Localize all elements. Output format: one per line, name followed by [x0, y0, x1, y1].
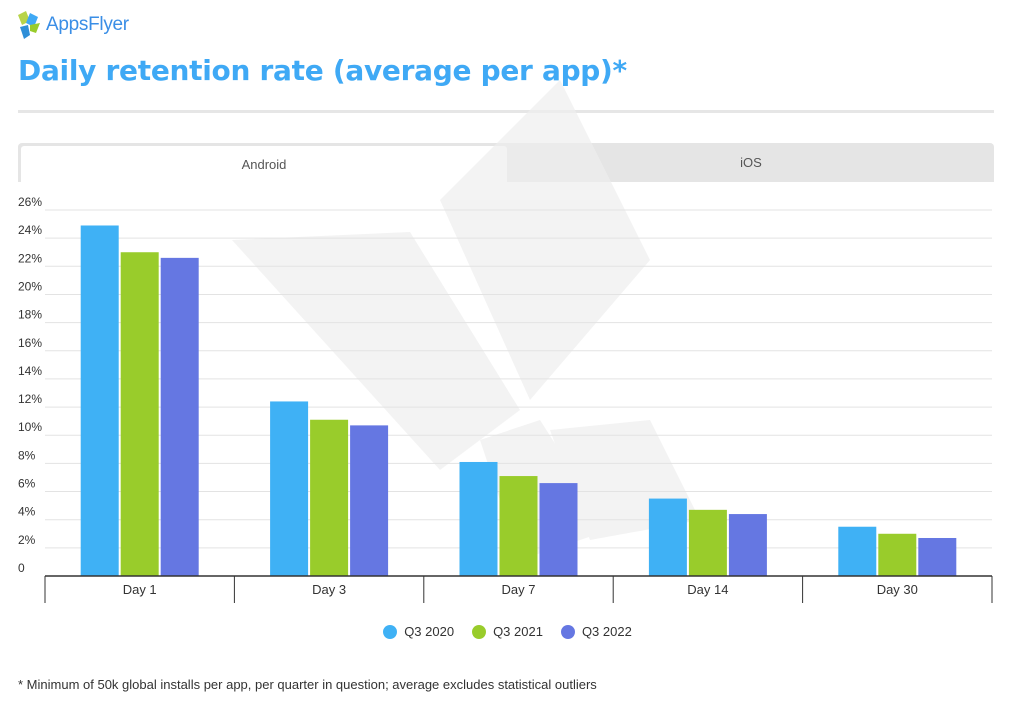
- bar-q3-2022-day-1[interactable]: [160, 257, 199, 576]
- bar-q3-2022-day-3[interactable]: [350, 425, 389, 576]
- legend-item[interactable]: Q3 2022: [560, 624, 632, 639]
- legend-label: Q3 2022: [581, 624, 632, 639]
- legend-item[interactable]: Q3 2020: [383, 624, 454, 639]
- bar-q3-2020-day-30[interactable]: [838, 526, 877, 576]
- bar-q3-2021-day-7[interactable]: [499, 476, 538, 576]
- legend-swatch: [472, 624, 487, 639]
- x-tick-label: Day 7: [502, 582, 536, 597]
- y-tick-label: 14%: [18, 364, 42, 378]
- legend-swatch: [383, 624, 398, 639]
- bar-q3-2020-day-1[interactable]: [80, 225, 119, 576]
- tab-android[interactable]: Android: [20, 145, 508, 182]
- logo-text: AppsFlyer: [46, 14, 129, 35]
- bar-q3-2022-day-14[interactable]: [728, 514, 767, 576]
- y-tick-label: 18%: [18, 308, 42, 322]
- appsflyer-logo-icon: [18, 11, 40, 39]
- y-tick-label: 12%: [18, 392, 42, 406]
- bar-q3-2020-day-3[interactable]: [270, 401, 309, 576]
- y-tick-label: 0: [18, 561, 25, 575]
- y-tick-label: 22%: [18, 251, 42, 265]
- y-tick-label: 4%: [18, 505, 36, 519]
- bar-q3-2020-day-7[interactable]: [459, 461, 498, 576]
- chart-legend: Q3 2020 Q3 2021 Q3 2022: [0, 624, 1015, 639]
- bar-q3-2021-day-3[interactable]: [310, 419, 349, 576]
- y-tick-label: 10%: [18, 420, 42, 434]
- y-tick-label: 6%: [18, 477, 36, 491]
- y-tick-label: 24%: [18, 223, 42, 237]
- page-title: Daily retention rate (average per app)*: [18, 54, 627, 87]
- title-divider: [18, 110, 994, 113]
- legend-label: Q3 2020: [404, 624, 455, 639]
- x-tick-label: Day 1: [123, 582, 157, 597]
- bar-q3-2021-day-14[interactable]: [688, 509, 727, 576]
- x-tick-label: Day 30: [877, 582, 918, 597]
- legend-item[interactable]: Q3 2021: [472, 624, 543, 639]
- legend-label: Q3 2021: [493, 624, 543, 639]
- y-tick-label: 8%: [18, 448, 36, 462]
- y-tick-label: 16%: [18, 336, 42, 350]
- appsflyer-logo: AppsFlyer: [16, 8, 129, 42]
- footnote: * Minimum of 50k global installs per app…: [18, 677, 597, 692]
- y-tick-label: 26%: [18, 195, 42, 209]
- bar-q3-2022-day-7[interactable]: [539, 483, 578, 576]
- y-tick-label: 20%: [18, 279, 42, 293]
- bar-q3-2021-day-30[interactable]: [878, 533, 917, 576]
- x-tick-label: Day 3: [312, 582, 346, 597]
- x-tick-label: Day 14: [687, 582, 728, 597]
- legend-swatch: [560, 624, 575, 639]
- bar-q3-2021-day-1[interactable]: [120, 252, 159, 576]
- y-tick-label: 2%: [18, 533, 36, 547]
- tab-ios[interactable]: iOS: [740, 155, 762, 170]
- bar-q3-2020-day-14[interactable]: [648, 498, 687, 576]
- bar-q3-2022-day-30[interactable]: [918, 537, 957, 576]
